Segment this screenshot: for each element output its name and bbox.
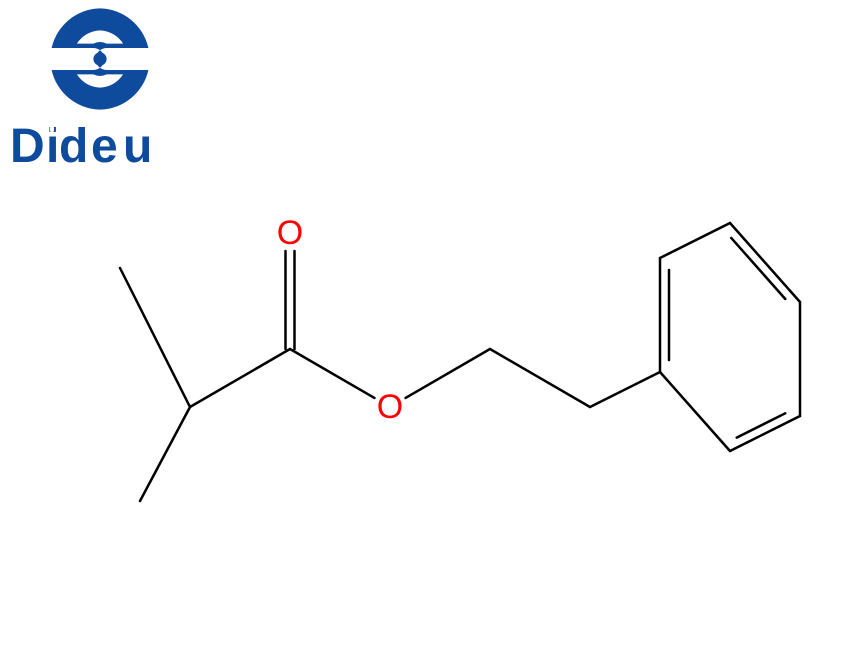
molecule-structure: [0, 0, 847, 654]
atom-label: O: [277, 216, 303, 250]
atom-label: O: [377, 390, 403, 424]
